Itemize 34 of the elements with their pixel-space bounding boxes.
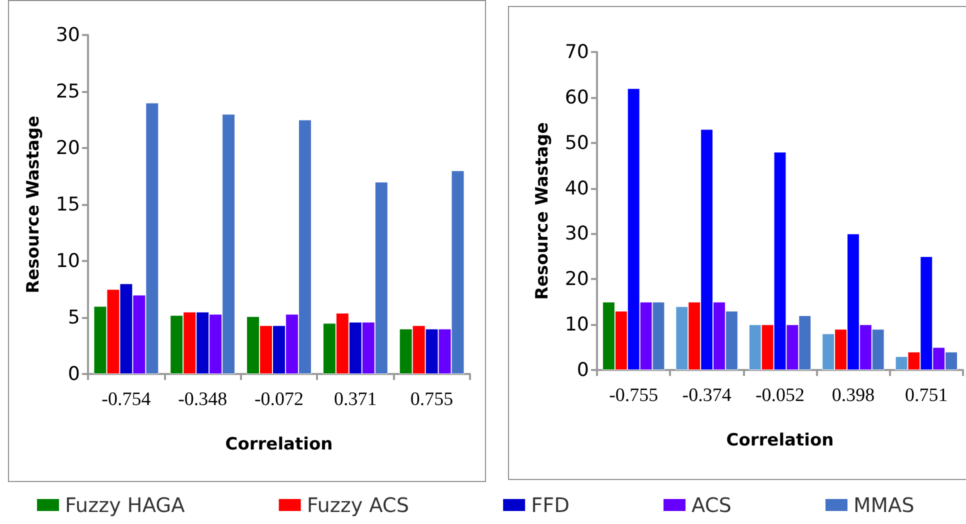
x-tick-label: -0.072 (254, 389, 304, 410)
x-tick-label: -0.052 (755, 385, 805, 406)
legend-label: FFD (531, 493, 570, 517)
x-tick-label: -0.374 (682, 385, 732, 406)
y-axis-title: Resource Wastage (532, 122, 552, 300)
y-tick-label: 10 (564, 314, 589, 336)
y-axis-title: Resource Wastage (24, 116, 44, 294)
x-tick-label: 0.398 (832, 385, 875, 406)
y-tick-label: 5 (68, 306, 80, 328)
legend-label: Fuzzy HAGA (65, 493, 186, 517)
y-tick-label: 60 (564, 86, 589, 108)
y-tick-label: 10 (56, 250, 80, 272)
y-tick-label: 50 (564, 132, 589, 154)
y-tick-label: 0 (576, 359, 589, 381)
y-tick-label: 20 (564, 268, 589, 290)
x-tick-label: -0.348 (178, 389, 228, 410)
x-tick-label: 0.755 (410, 389, 454, 410)
x-tick-label: -0.754 (102, 389, 152, 410)
x-tick-label: -0.755 (609, 385, 658, 406)
y-tick-label: 0 (68, 363, 80, 385)
y-tick-label: 25 (56, 80, 80, 102)
legend-label: MMAS (853, 493, 914, 517)
y-tick-label: 30 (564, 222, 589, 245)
y-tick-label: 70 (564, 41, 589, 63)
legend-label: ACS (692, 493, 732, 517)
y-tick-label: 20 (56, 137, 80, 159)
legend-label: Fuzzy ACS (306, 493, 410, 517)
x-axis-title: Correlation (225, 434, 333, 454)
y-tick-label: 40 (564, 177, 589, 200)
x-tick-label: 0.751 (905, 385, 948, 406)
y-tick-label: 15 (56, 194, 80, 216)
y-tick-label: 30 (56, 24, 80, 46)
x-tick-label: 0.371 (334, 389, 377, 410)
x-axis-title: Correlation (726, 430, 834, 450)
